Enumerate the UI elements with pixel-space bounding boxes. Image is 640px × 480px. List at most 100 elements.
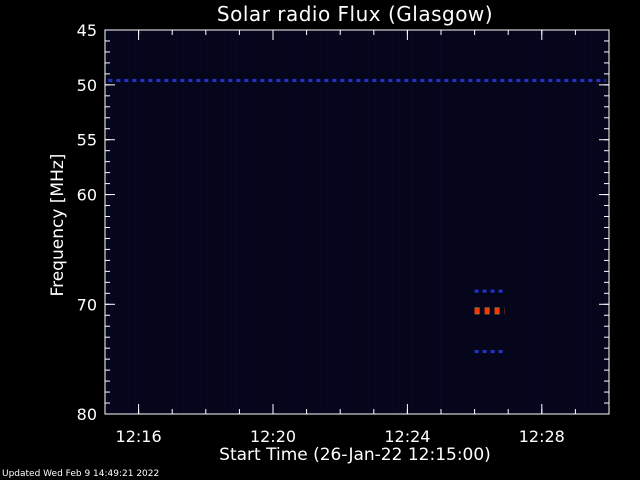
noise-streak xyxy=(368,30,370,414)
noise-streak xyxy=(149,30,151,414)
noise-streak xyxy=(239,30,241,414)
noise-streak xyxy=(275,30,277,414)
noise-streak xyxy=(479,30,481,414)
noise-streak xyxy=(386,30,388,414)
noise-streak xyxy=(524,30,526,414)
noise-streak xyxy=(572,30,574,414)
noise-streak xyxy=(395,30,397,414)
noise-streak xyxy=(308,30,310,414)
noise-streak xyxy=(224,30,226,414)
noise-streak xyxy=(332,30,334,414)
noise-streak xyxy=(584,30,586,414)
y-tick-label: 55 xyxy=(77,131,97,150)
noise-streak xyxy=(278,30,280,414)
noise-streak xyxy=(329,30,331,414)
noise-streak xyxy=(131,30,133,414)
noise-streak xyxy=(227,30,229,414)
noise-streak xyxy=(599,30,601,414)
noise-streak xyxy=(392,30,394,414)
x-tick-label: 12:16 xyxy=(116,427,162,446)
noise-streak xyxy=(206,30,208,414)
noise-streak xyxy=(314,30,316,414)
noise-streak xyxy=(194,30,196,414)
noise-streak xyxy=(413,30,415,414)
noise-streak xyxy=(527,30,529,414)
noise-streak xyxy=(464,30,466,414)
noise-streak xyxy=(536,30,538,414)
noise-streak xyxy=(119,30,121,414)
noise-streak xyxy=(476,30,478,414)
noise-streak xyxy=(116,30,118,414)
noise-streak xyxy=(353,30,355,414)
noise-streak xyxy=(107,30,109,414)
noise-streak xyxy=(305,30,307,414)
noise-streak xyxy=(530,30,532,414)
noise-streak xyxy=(509,30,511,414)
y-tick-label: 70 xyxy=(77,295,97,314)
noise-streak xyxy=(311,30,313,414)
y-tick-label: 50 xyxy=(77,76,97,95)
noise-streak xyxy=(158,30,160,414)
noise-streak xyxy=(458,30,460,414)
noise-streak xyxy=(416,30,418,414)
noise-streak xyxy=(401,30,403,414)
noise-streak xyxy=(377,30,379,414)
noise-streak xyxy=(365,30,367,414)
noise-streak xyxy=(467,30,469,414)
noise-streak xyxy=(593,30,595,414)
noise-streak xyxy=(230,30,232,414)
noise-streak xyxy=(491,30,493,414)
noise-streak xyxy=(281,30,283,414)
noise-streak xyxy=(128,30,130,414)
noise-streak xyxy=(299,30,301,414)
noise-streak xyxy=(602,30,604,414)
noise-streak xyxy=(167,30,169,414)
x-tick-label: 12:28 xyxy=(519,427,565,446)
noise-streak xyxy=(245,30,247,414)
noise-streak xyxy=(587,30,589,414)
noise-streak xyxy=(425,30,427,414)
noise-streak xyxy=(134,30,136,414)
x-tick-label: 12:24 xyxy=(384,427,430,446)
noise-streak xyxy=(434,30,436,414)
noise-streak xyxy=(344,30,346,414)
noise-streak xyxy=(260,30,262,414)
noise-streak xyxy=(212,30,214,414)
noise-streaks xyxy=(107,30,607,414)
noise-streak xyxy=(290,30,292,414)
noise-streak xyxy=(164,30,166,414)
noise-streak xyxy=(284,30,286,414)
noise-streak xyxy=(185,30,187,414)
noise-streak xyxy=(581,30,583,414)
noise-streak xyxy=(563,30,565,414)
noise-streak xyxy=(443,30,445,414)
noise-streak xyxy=(188,30,190,414)
noise-streak xyxy=(197,30,199,414)
noise-streak xyxy=(545,30,547,414)
noise-streak xyxy=(518,30,520,414)
noise-streak xyxy=(596,30,598,414)
noise-streak xyxy=(302,30,304,414)
y-tick-label: 80 xyxy=(77,405,97,424)
noise-streak xyxy=(371,30,373,414)
noise-streak xyxy=(317,30,319,414)
noise-streak xyxy=(347,30,349,414)
noise-streak xyxy=(203,30,205,414)
noise-streak xyxy=(170,30,172,414)
noise-streak xyxy=(359,30,361,414)
noise-streak xyxy=(179,30,181,414)
noise-streak xyxy=(422,30,424,414)
noise-streak xyxy=(362,30,364,414)
noise-streak xyxy=(515,30,517,414)
noise-streak xyxy=(497,30,499,414)
noise-streak xyxy=(374,30,376,414)
noise-streak xyxy=(470,30,472,414)
noise-streak xyxy=(512,30,514,414)
plot-frame xyxy=(104,29,610,415)
noise-streak xyxy=(560,30,562,414)
noise-streak xyxy=(404,30,406,414)
noise-streak xyxy=(500,30,502,414)
noise-streak xyxy=(398,30,400,414)
noise-streak xyxy=(173,30,175,414)
